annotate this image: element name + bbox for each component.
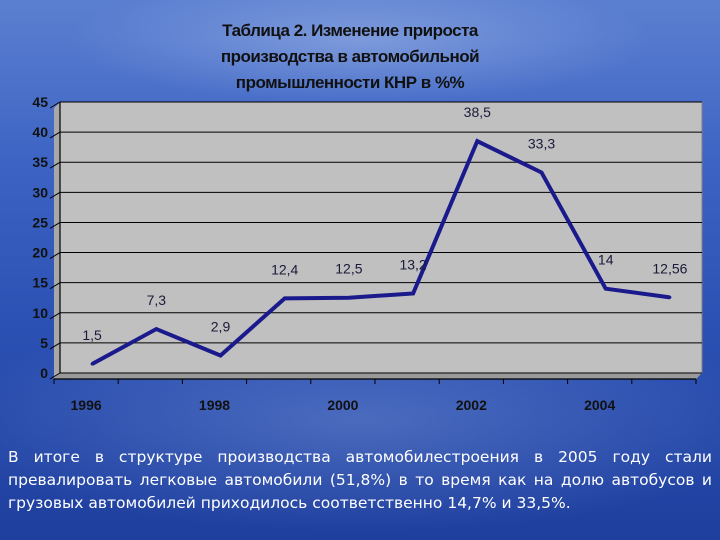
data-point (475, 139, 479, 143)
y-tick-label: 15 (32, 275, 48, 291)
y-tick-label: 5 (40, 335, 48, 351)
data-label: 1,5 (82, 327, 102, 343)
data-point (283, 296, 287, 300)
y-tick (49, 372, 61, 380)
y-tick-label: 45 (32, 94, 48, 110)
line-chart: 0 5 10 15 20 25 30 35 40 45 1996 1998 2000 2002 2004 1,… (32, 94, 703, 413)
data-point (668, 295, 672, 299)
y-tick (49, 131, 61, 139)
data-label: 2,9 (211, 319, 231, 335)
x-tick-label: 2004 (584, 397, 615, 413)
x-tick-label: 2002 (456, 397, 487, 413)
y-tick-label: 20 (32, 245, 48, 261)
y-tick-label: 40 (32, 124, 48, 140)
y-tick (49, 282, 61, 290)
y-tick (49, 342, 61, 350)
data-point (90, 362, 94, 366)
data-label: 12,5 (335, 261, 362, 277)
x-tick-label: 1996 (71, 397, 102, 413)
y-tick-label: 0 (40, 365, 48, 381)
data-label: 13,2 (399, 257, 426, 273)
plot-floor (54, 373, 702, 379)
y-tick-label: 25 (32, 214, 48, 230)
data-point (411, 292, 415, 296)
y-tick (49, 252, 61, 259)
data-label: 7,3 (147, 292, 167, 308)
y-tick (49, 161, 61, 169)
data-label: 38,5 (464, 104, 491, 120)
chart-title-line-2: производства в автомобильной (220, 47, 480, 66)
data-label: 14 (598, 252, 614, 268)
data-label: 12,4 (271, 261, 298, 277)
caption-text: В итоге в структуре производства автомоб… (8, 448, 712, 512)
x-tick-label: 1998 (199, 397, 230, 413)
y-tick-label: 35 (32, 154, 48, 170)
data-point (540, 170, 543, 174)
plot-area (59, 101, 703, 374)
chart-title: Таблица 2. Изменение прироста производст… (200, 18, 500, 96)
y-tick (49, 312, 61, 320)
chart-title-line-3: промышленности КНР в %% (235, 73, 465, 92)
data-point (604, 287, 608, 291)
y-tick (49, 222, 61, 229)
data-point (154, 327, 158, 331)
y-tick-label: 30 (32, 184, 48, 200)
plot-side-wall (54, 102, 60, 379)
chart-title-line-1: Таблица 2. Изменение прироста (222, 21, 478, 40)
data-label: 12,56 (652, 260, 687, 276)
series-line (91, 138, 671, 366)
data-point (219, 354, 222, 358)
data-point (347, 296, 351, 300)
data-label: 33,3 (528, 135, 555, 151)
x-tick-label: 2000 (327, 397, 358, 413)
y-tick-label: 10 (32, 305, 48, 321)
y-tick (49, 191, 61, 199)
y-tick (49, 101, 61, 109)
